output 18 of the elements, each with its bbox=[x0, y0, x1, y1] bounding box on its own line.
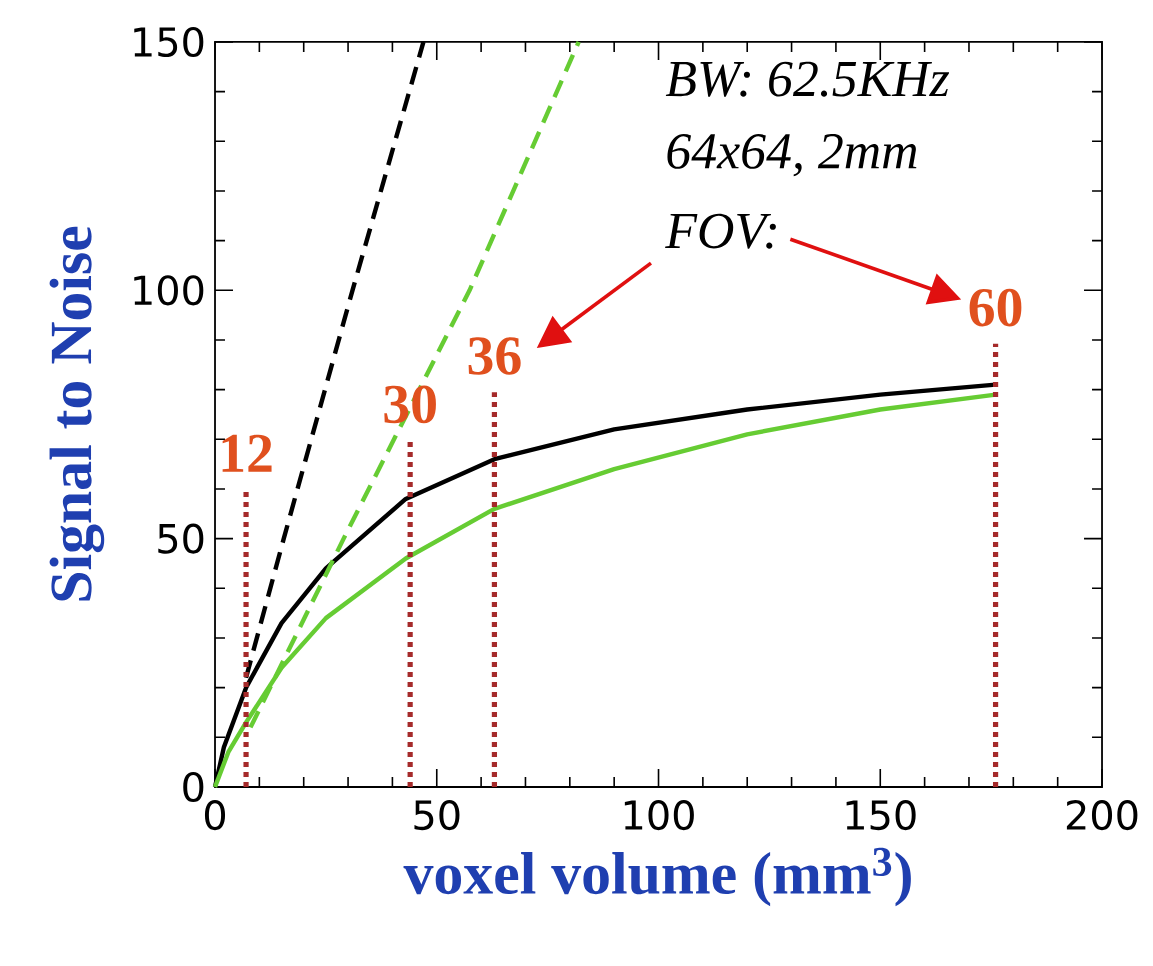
annotation: 36 bbox=[468, 337, 521, 375]
x-tick-label: 200 bbox=[1066, 800, 1138, 831]
y-tick-label: 100 bbox=[134, 275, 204, 306]
y-tick-label: 50 bbox=[158, 523, 204, 554]
annotation: BW: 62.5KHz bbox=[665, 61, 950, 97]
annotation: 30 bbox=[384, 385, 436, 424]
x-tick-label: 100 bbox=[624, 800, 694, 831]
y-tick-label: 0 bbox=[183, 771, 204, 803]
x-tick-label: 150 bbox=[846, 800, 916, 831]
x-tick-label: 50 bbox=[414, 800, 460, 831]
annotation: FOV: bbox=[665, 213, 776, 249]
y-tick-label: 150 bbox=[134, 26, 204, 58]
y-axis-title: Signal to Noise bbox=[49, 226, 105, 601]
annotation: 64x64, 2mm bbox=[667, 134, 917, 177]
x-axis-title: voxel volume (mm$^{3}$) bbox=[403, 847, 911, 907]
annotation: 12 bbox=[222, 434, 272, 472]
annotation: 60 bbox=[969, 288, 1022, 327]
x-tick-label: 0 bbox=[204, 800, 226, 831]
